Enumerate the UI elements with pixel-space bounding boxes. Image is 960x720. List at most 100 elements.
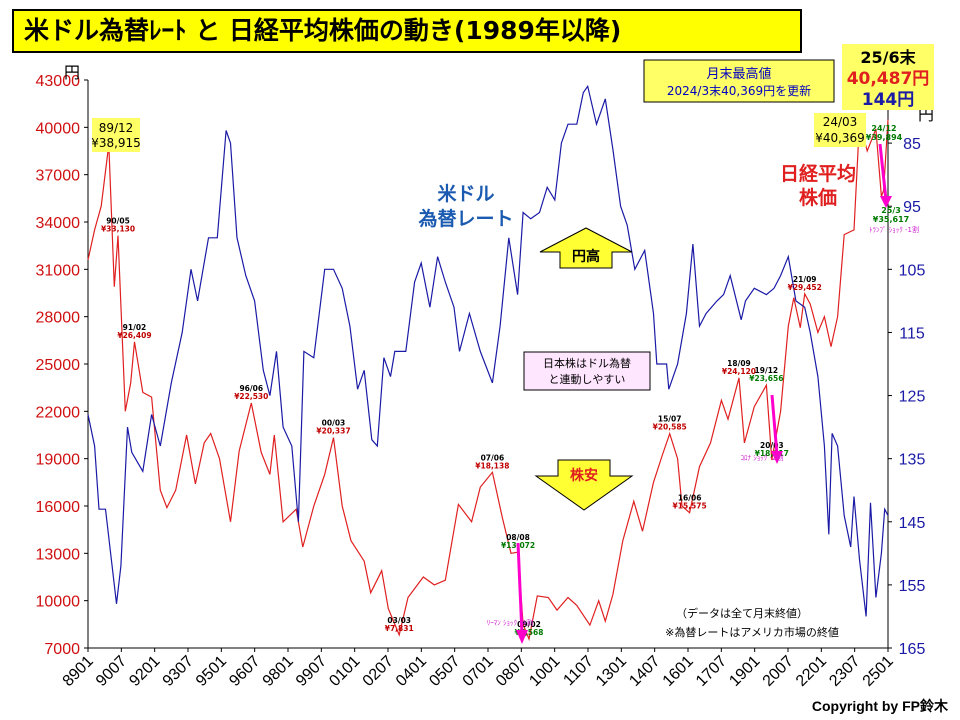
annotation-date: 90/05 bbox=[106, 217, 130, 226]
latest-usdjpy: 144円 bbox=[862, 90, 915, 110]
pt-2503-date: 25/3 bbox=[881, 206, 901, 215]
annotation-date: 18/09 bbox=[727, 359, 751, 368]
annotation-date: 08/08 bbox=[506, 533, 530, 542]
trump-shock-arrow bbox=[878, 143, 888, 201]
left-axis-unit: 円 bbox=[64, 63, 80, 82]
x-tick-label: 1407 bbox=[626, 653, 663, 690]
x-tick-label: 1001 bbox=[526, 653, 563, 690]
usd-series-label-line2: 為替レート bbox=[418, 207, 513, 230]
nikkei-series-line bbox=[87, 119, 889, 642]
chart-title: 米ドル為替ﾚｰﾄ と 日経平均株価の動き(1989年以降) bbox=[12, 9, 802, 53]
series-layer: 90/05¥33,130 91/02¥26,409 96/06¥22,530 00/0… bbox=[87, 84, 889, 642]
annotation-date: 96/06 bbox=[239, 384, 263, 393]
peak-8912-box bbox=[92, 118, 140, 152]
annotation-value: ¥20,337 bbox=[316, 427, 350, 436]
callouts-layer: 円 円 月末最高値 2024/3末40,369円を更新 25/6末 40,487… bbox=[64, 44, 934, 644]
annotation-value: ¥18,917 bbox=[755, 449, 789, 458]
right-tick-label: 135 bbox=[899, 452, 926, 469]
record-high-note-line1: 月末最高値 bbox=[706, 66, 771, 82]
annotation-value: ¥15,575 bbox=[673, 502, 707, 511]
right-tick-label: 85 bbox=[903, 136, 921, 153]
right-tick-label: 165 bbox=[899, 641, 926, 658]
copyright: Copyright by FP鈴木 bbox=[811, 698, 948, 714]
annotation-value: ¥7,568 bbox=[515, 628, 544, 637]
x-tick-label: 1901 bbox=[726, 653, 763, 690]
latest-date: 25/6末 bbox=[860, 48, 916, 67]
peak-2412-value: ¥39,894 bbox=[866, 133, 903, 142]
left-tick-label: 43000 bbox=[36, 73, 81, 90]
right-tick-label: 155 bbox=[899, 578, 926, 595]
x-tick-label: 9201 bbox=[126, 653, 163, 690]
annotation-value: ¥33,130 bbox=[101, 225, 135, 234]
yen-high-label: 円高 bbox=[572, 248, 600, 265]
x-tick-label: 1707 bbox=[693, 653, 730, 690]
corona-shock-arrow bbox=[770, 394, 779, 456]
latest-value-box bbox=[842, 44, 934, 110]
x-tick-label: 9801 bbox=[260, 653, 297, 690]
annotation-value: ¥24,120 bbox=[722, 367, 756, 376]
latest-nikkei: 40,487円 bbox=[847, 69, 930, 89]
yen-high-arrow bbox=[539, 227, 633, 269]
annotation-value: ¥7,831 bbox=[385, 624, 414, 633]
correlation-note-box bbox=[523, 351, 651, 391]
peak-2403-box bbox=[814, 113, 866, 147]
left-tick-label: 7000 bbox=[44, 641, 80, 658]
corona-shock-arrowhead bbox=[771, 451, 783, 464]
usd-series-label-line1: 米ドル bbox=[437, 182, 494, 205]
x-tick-label: 9007 bbox=[93, 653, 130, 690]
stock-low-label: 株安 bbox=[570, 467, 598, 484]
x-tick-label: 2007 bbox=[760, 653, 797, 690]
stock-low-arrow bbox=[534, 459, 634, 511]
correlation-note-line2: と連動しやすい bbox=[549, 372, 626, 386]
x-tick-label: 0401 bbox=[393, 653, 430, 690]
right-tick-label: 125 bbox=[899, 389, 926, 406]
left-tick-label: 22000 bbox=[36, 404, 81, 421]
annotation-value: ¥20,585 bbox=[653, 423, 687, 432]
x-tick-label: 2201 bbox=[793, 653, 830, 690]
nikkei-series-label-line1: 日経平均 bbox=[780, 162, 856, 185]
x-tick-label: 9607 bbox=[226, 653, 263, 690]
lehman-shock-label: ﾘｰﾏﾝ ｼｮｯｸ -4割 bbox=[487, 618, 533, 627]
x-tick-label: 2501 bbox=[860, 653, 897, 690]
correlation-note-line1: 日本株はドル為替 bbox=[543, 356, 631, 370]
left-tick-label: 25000 bbox=[36, 357, 81, 374]
annotation-date: 15/07 bbox=[658, 415, 682, 424]
left-tick-label: 34000 bbox=[36, 215, 81, 232]
peak-2412-date: 24/12 bbox=[871, 124, 896, 133]
right-tick-label: 115 bbox=[899, 325, 925, 342]
annotation-date: 03/03 bbox=[387, 616, 411, 625]
right-tick-label: 105 bbox=[899, 262, 926, 279]
x-tick-label: 0101 bbox=[326, 653, 363, 690]
left-tick-label: 28000 bbox=[36, 310, 81, 327]
x-tick-label: 8901 bbox=[60, 653, 97, 690]
nikkei-series-label-line2: 株価 bbox=[799, 186, 837, 209]
trump-shock-arrowhead bbox=[880, 196, 892, 208]
x-tick-label: 1107 bbox=[560, 653, 596, 689]
usdjpy-series-line bbox=[87, 84, 889, 617]
annotation-value: ¥23,656 bbox=[749, 374, 783, 383]
trump-shock-label: ﾄﾗﾝﾌﾟ ｼｮｯｸ -1割 bbox=[869, 225, 919, 234]
annotation-date: 21/09 bbox=[793, 275, 817, 284]
annotation-value: ¥29,452 bbox=[788, 283, 822, 292]
annotation-date: 09/02 bbox=[517, 620, 541, 629]
peak-2403-value: ¥40,369 bbox=[815, 131, 865, 145]
data-note-line2: ※為替レートはアメリカ市場の終値 bbox=[665, 625, 839, 639]
x-tick-label: 9501 bbox=[193, 653, 230, 690]
lehman-shock-arrow bbox=[516, 542, 524, 635]
x-tick-label: 9907 bbox=[293, 653, 330, 690]
left-tick-label: 31000 bbox=[36, 262, 81, 279]
x-tick-label: 0207 bbox=[360, 653, 397, 690]
left-tick-label: 13000 bbox=[36, 546, 81, 563]
left-tick-label: 40000 bbox=[36, 120, 81, 137]
x-tick-label: 1601 bbox=[660, 653, 697, 690]
annotation-date: 20/03 bbox=[760, 441, 784, 450]
x-tick-label: 2307 bbox=[826, 653, 863, 690]
annotation-date: 00/03 bbox=[322, 419, 346, 428]
peak-8912-value: ¥38,915 bbox=[91, 136, 141, 150]
data-note-line1: （データは全て月末終値） bbox=[676, 606, 808, 620]
annotation-date: 91/02 bbox=[123, 323, 147, 332]
annotation-value: ¥18,138 bbox=[475, 461, 509, 470]
peak-2403-date: 24/03 bbox=[823, 115, 858, 129]
right-tick-label: 145 bbox=[899, 515, 926, 532]
